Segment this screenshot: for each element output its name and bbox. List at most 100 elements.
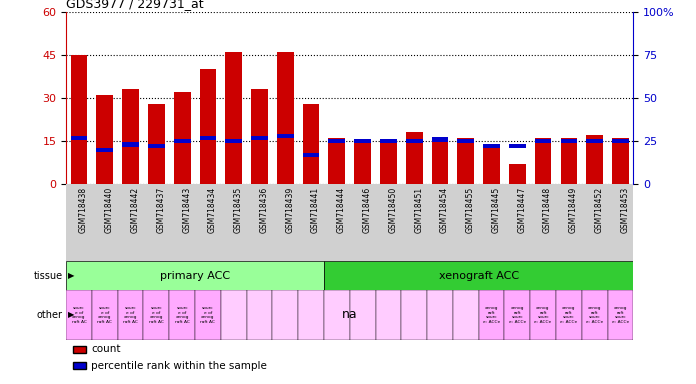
- Bar: [560, 138, 577, 184]
- Text: xenog
raft
sourc
e: ACCe: xenog raft sourc e: ACCe: [483, 306, 500, 324]
- Bar: [66, 290, 92, 340]
- Bar: [272, 290, 298, 340]
- Text: xenog
raft
sourc
e: ACCe: xenog raft sourc e: ACCe: [586, 306, 603, 324]
- Text: sourc
e of
xenog
raft AC: sourc e of xenog raft AC: [123, 306, 138, 324]
- Bar: [530, 184, 556, 261]
- Bar: [556, 184, 582, 261]
- Bar: [509, 164, 525, 184]
- Bar: [122, 142, 139, 147]
- Bar: [221, 290, 246, 340]
- Bar: [376, 290, 402, 340]
- Text: GSM718445: GSM718445: [491, 187, 500, 233]
- Bar: [586, 136, 603, 184]
- Bar: [560, 139, 577, 143]
- Bar: [221, 184, 246, 261]
- Bar: [483, 147, 500, 184]
- Text: xenog
raft
sourc
e: ACCe: xenog raft sourc e: ACCe: [560, 306, 578, 324]
- Bar: [272, 184, 298, 261]
- Bar: [118, 184, 143, 261]
- Text: primary ACC: primary ACC: [160, 270, 230, 281]
- Bar: [97, 95, 113, 184]
- Bar: [556, 290, 582, 340]
- Bar: [483, 144, 500, 149]
- Bar: [582, 290, 608, 340]
- Text: GSM718452: GSM718452: [594, 187, 603, 233]
- Bar: [70, 55, 88, 184]
- Bar: [380, 141, 397, 184]
- Bar: [509, 144, 525, 149]
- Text: sourc
e of
xenog
raft AC: sourc e of xenog raft AC: [72, 306, 86, 324]
- Text: ▶: ▶: [68, 310, 74, 319]
- Bar: [427, 290, 453, 340]
- Text: sourc
e of
xenog
raft AC: sourc e of xenog raft AC: [97, 306, 112, 324]
- Text: GSM718436: GSM718436: [260, 187, 269, 233]
- Bar: [350, 184, 376, 261]
- Bar: [402, 290, 427, 340]
- Bar: [298, 290, 324, 340]
- Bar: [246, 290, 272, 340]
- Text: percentile rank within the sample: percentile rank within the sample: [91, 361, 267, 371]
- Bar: [453, 290, 479, 340]
- Bar: [380, 139, 397, 143]
- Bar: [169, 290, 195, 340]
- Text: xenog
raft
sourc
e: ACCe: xenog raft sourc e: ACCe: [612, 306, 629, 324]
- Bar: [406, 132, 422, 184]
- Bar: [324, 184, 350, 261]
- Bar: [432, 137, 448, 142]
- Bar: [148, 144, 165, 149]
- Text: count: count: [91, 344, 120, 354]
- Bar: [457, 139, 474, 143]
- Text: na: na: [342, 308, 358, 321]
- Bar: [329, 139, 345, 143]
- Bar: [324, 290, 350, 340]
- Text: GSM718446: GSM718446: [363, 187, 372, 233]
- Bar: [586, 139, 603, 143]
- Bar: [303, 104, 319, 184]
- Text: GSM718435: GSM718435: [234, 187, 243, 233]
- Bar: [402, 184, 427, 261]
- Bar: [251, 89, 268, 184]
- Bar: [174, 92, 191, 184]
- Text: GSM718450: GSM718450: [388, 187, 397, 233]
- Text: xenog
raft
sourc
e: ACCe: xenog raft sourc e: ACCe: [509, 306, 526, 324]
- Bar: [148, 104, 165, 184]
- Bar: [195, 184, 221, 261]
- Bar: [479, 184, 505, 261]
- Bar: [118, 290, 143, 340]
- Bar: [350, 290, 376, 340]
- Bar: [246, 184, 272, 261]
- Text: GSM718437: GSM718437: [157, 187, 166, 233]
- Bar: [505, 290, 530, 340]
- Bar: [200, 69, 216, 184]
- Bar: [251, 136, 268, 140]
- Bar: [303, 153, 319, 157]
- Bar: [354, 139, 371, 143]
- Bar: [427, 184, 453, 261]
- Bar: [226, 139, 242, 143]
- Text: GSM718443: GSM718443: [182, 187, 191, 233]
- Text: tissue: tissue: [33, 270, 63, 281]
- Text: GSM718453: GSM718453: [620, 187, 629, 233]
- Bar: [66, 184, 92, 261]
- Text: GSM718434: GSM718434: [208, 187, 217, 233]
- Text: GSM718455: GSM718455: [466, 187, 475, 233]
- Bar: [608, 290, 633, 340]
- Text: GSM718438: GSM718438: [79, 187, 88, 233]
- Bar: [169, 184, 195, 261]
- Text: GSM718451: GSM718451: [414, 187, 423, 233]
- Text: GSM718439: GSM718439: [285, 187, 294, 233]
- Text: GDS3977 / 229731_at: GDS3977 / 229731_at: [66, 0, 204, 10]
- Bar: [143, 290, 169, 340]
- Bar: [195, 290, 221, 340]
- Text: GSM718448: GSM718448: [543, 187, 552, 233]
- Text: sourc
e of
xenog
raft AC: sourc e of xenog raft AC: [149, 306, 164, 324]
- Bar: [298, 184, 324, 261]
- Bar: [277, 134, 294, 138]
- Text: xenog
raft
sourc
e: ACCe: xenog raft sourc e: ACCe: [535, 306, 552, 324]
- Bar: [122, 89, 139, 184]
- Bar: [457, 138, 474, 184]
- Bar: [406, 139, 422, 143]
- Text: GSM718442: GSM718442: [131, 187, 140, 233]
- Text: sourc
e of
xenog
raft AC: sourc e of xenog raft AC: [175, 306, 189, 324]
- Bar: [608, 184, 633, 261]
